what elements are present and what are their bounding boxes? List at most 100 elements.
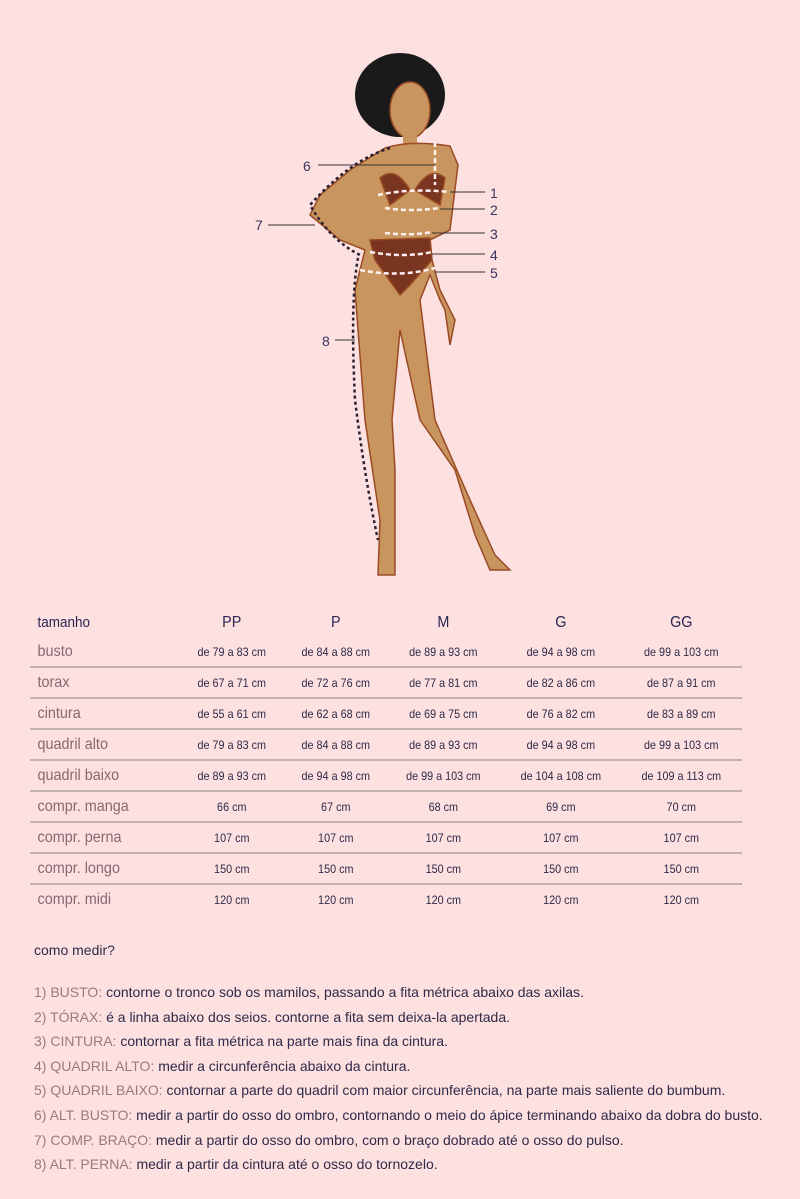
figure-label-6: 6	[303, 158, 311, 174]
size-value: 66 cm	[185, 791, 279, 823]
size-value: 150 cm	[627, 853, 736, 885]
instruction-item: 7) COMP. BRAÇO: medir a partir do osso d…	[34, 1130, 763, 1155]
row-label: torax	[37, 667, 173, 699]
instruction-item: 1) BUSTO: contorne o tronco sob os mamil…	[34, 982, 763, 1007]
size-value: de 76 a 82 cm	[505, 698, 616, 730]
size-value: 120 cm	[542, 892, 579, 907]
instruction-text: medir a partir do osso do ombro, com o b…	[152, 1131, 624, 1148]
header-gg: GG	[670, 613, 693, 631]
size-value: de 109 a 113 cm	[627, 760, 736, 792]
row-label: compr. midi	[37, 890, 112, 908]
size-value: 68 cm	[392, 791, 495, 823]
arm-leg-dotted-lines	[308, 146, 391, 541]
table-row: compr. midi 120 cm 120 cm 120 cm 120 cm 120 c…	[30, 884, 742, 914]
size-value: 120 cm	[664, 892, 700, 907]
body-measurement-figure: 1 2 3 4 5 6 7 8	[255, 53, 512, 576]
row-label: compr. perna	[37, 822, 173, 854]
instruction-text: contornar a parte do quadril com maior c…	[162, 1082, 726, 1099]
instruction-key: 1) BUSTO:	[34, 984, 103, 1000]
size-value: 150 cm	[185, 853, 279, 885]
row-label: busto	[37, 637, 173, 668]
table-row: torax de 67 a 71 cm de 72 a 76 cm de 77 a 8…	[30, 667, 742, 699]
table-row: compr. perna 107 cm 107 cm 107 cm 107 cm 107 …	[30, 822, 742, 854]
instruction-text: medir a partir da cintura até o osso do …	[132, 1156, 438, 1173]
table-row: compr. longo 150 cm 150 cm 150 cm 150 cm 150 …	[30, 853, 742, 885]
measure-instructions: 1) BUSTO: contorne o tronco sob os mamil…	[34, 982, 763, 1179]
size-value: de 83 a 89 cm	[627, 698, 736, 730]
table-row: quadril alto de 79 a 83 cm de 84 a 88 cm de…	[30, 729, 742, 761]
instruction-key: 8) ALT. PERNA:	[34, 1156, 133, 1173]
instruction-text: medir a partir do osso do ombro, contorn…	[132, 1106, 763, 1123]
row-label: cintura	[37, 698, 173, 730]
size-value: de 94 a 98 cm	[505, 729, 616, 761]
size-value: 107 cm	[185, 822, 279, 854]
table-header: tamanho PP P M G GG	[30, 608, 742, 637]
table-row: compr. manga 66 cm 67 cm 68 cm 69 cm 70 cm	[30, 791, 742, 823]
instruction-key: 3) CINTURA:	[34, 1033, 117, 1050]
size-value: de 77 a 81 cm	[392, 667, 495, 699]
instruction-item: 6) ALT. BUSTO: medir a partir do osso do…	[34, 1105, 763, 1130]
size-value: de 55 a 61 cm	[185, 698, 279, 730]
instruction-key: 7) COMP. BRAÇO:	[34, 1131, 152, 1148]
size-value: de 67 a 71 cm	[185, 667, 279, 699]
figure-label-3: 3	[490, 226, 498, 242]
size-value: 107 cm	[505, 822, 616, 854]
size-value: 107 cm	[392, 822, 495, 854]
size-value: de 79 a 83 cm	[185, 729, 279, 761]
size-table: tamanho PP P M G GG busto de 79 a 83 cm de…	[30, 608, 742, 914]
row-label: quadril alto	[37, 729, 173, 761]
row-label: quadril baixo	[37, 760, 173, 792]
instruction-item: 8) ALT. PERNA: medir a partir da cintura…	[34, 1154, 763, 1179]
figure-label-8: 8	[322, 333, 330, 349]
table-row: cintura de 55 a 61 cm de 62 a 68 cm de 69 a…	[30, 698, 742, 730]
size-value: de 99 a 103 cm	[392, 760, 495, 792]
header-pp: PP	[222, 613, 242, 631]
size-value: de 79 a 83 cm	[185, 637, 279, 668]
size-value: de 84 a 88 cm	[288, 637, 382, 668]
instruction-key: 5) QUADRIL BAIXO:	[34, 1082, 163, 1099]
size-value: 107 cm	[288, 822, 382, 854]
header-p: P	[330, 613, 341, 631]
size-value: 70 cm	[627, 791, 736, 823]
size-value: de 69 a 75 cm	[392, 698, 495, 730]
size-value: 69 cm	[505, 791, 616, 823]
size-value: de 87 a 91 cm	[627, 667, 736, 699]
measure-lines	[359, 142, 451, 275]
size-value: de 82 a 86 cm	[505, 667, 616, 699]
leader-lines	[268, 164, 485, 341]
size-value: 150 cm	[288, 853, 382, 885]
instruction-text: medir a circunferência abaixo da cintura…	[154, 1057, 411, 1074]
instruction-item: 5) QUADRIL BAIXO: contornar a parte do q…	[34, 1080, 763, 1105]
figure-label-4: 4	[490, 247, 498, 263]
instruction-key: 2) TÓRAX:	[34, 1008, 103, 1025]
size-value: 120 cm	[425, 892, 462, 907]
instruction-item: 4) QUADRIL ALTO: medir a circunferência …	[34, 1056, 763, 1081]
header-g: G	[554, 613, 567, 631]
how-to-measure-title: como medir?	[34, 942, 115, 958]
instruction-item: 2) TÓRAX: é a linha abaixo dos seios. co…	[34, 1007, 763, 1032]
size-value: de 104 a 108 cm	[505, 760, 616, 792]
size-value: 120 cm	[214, 892, 250, 907]
figure-label-5: 5	[490, 265, 498, 281]
figure-label-7: 7	[255, 217, 263, 233]
size-value: 150 cm	[505, 853, 616, 885]
row-label: compr. longo	[37, 853, 173, 885]
instruction-key: 6) ALT. BUSTO:	[34, 1106, 133, 1123]
size-value: de 89 a 93 cm	[185, 760, 279, 792]
row-label: compr. manga	[37, 791, 173, 823]
size-value: de 99 a 103 cm	[627, 637, 736, 668]
size-value: de 62 a 68 cm	[288, 698, 382, 730]
size-value: de 94 a 98 cm	[288, 760, 382, 792]
size-value: de 99 a 103 cm	[627, 729, 736, 761]
instruction-text: contorne o tronco sob os mamilos, passan…	[102, 984, 584, 1000]
header-m: M	[437, 613, 450, 631]
instruction-text: é a linha abaixo dos seios. contorne a f…	[102, 1008, 511, 1025]
figure-label-2: 2	[490, 202, 498, 218]
size-value: de 89 a 93 cm	[392, 729, 495, 761]
size-value: de 84 a 88 cm	[288, 729, 382, 761]
model-illustration	[309, 53, 512, 576]
table-row: quadril baixo de 89 a 93 cm de 94 a 98 cm d…	[30, 760, 742, 792]
size-value: 107 cm	[627, 822, 736, 854]
instruction-key: 4) QUADRIL ALTO:	[34, 1057, 155, 1074]
